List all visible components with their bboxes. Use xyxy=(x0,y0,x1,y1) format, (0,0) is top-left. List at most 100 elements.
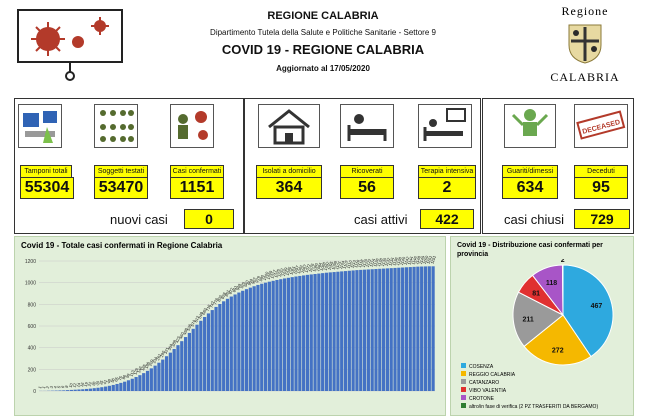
header-region: REGIONE CALABRIA xyxy=(267,10,379,22)
bar-value-label: 828 xyxy=(220,291,227,300)
logo-top-text: Regione xyxy=(561,4,609,18)
bar xyxy=(423,266,428,391)
bar-value-label: 1151 xyxy=(429,254,437,265)
bar-chart: 0200400600800100012001123456810121416192… xyxy=(25,254,437,395)
y-tick-label: 400 xyxy=(28,346,37,352)
bar-value-label: 1062 xyxy=(296,263,304,274)
confirmed-case-icon xyxy=(170,104,214,148)
legend-label: COSENZA xyxy=(469,364,494,370)
bar-value-label: 1076 xyxy=(307,262,315,273)
bar xyxy=(241,290,245,391)
virus-board-illustration xyxy=(14,6,126,84)
bar xyxy=(381,268,386,391)
bar-value-label: 423 xyxy=(174,335,181,344)
bar xyxy=(142,373,146,391)
bar xyxy=(286,277,291,391)
bar-value-label: 1142 xyxy=(403,255,411,266)
bar xyxy=(69,389,73,391)
bar xyxy=(84,388,89,391)
bar-value-label: 1124 xyxy=(368,257,376,268)
bar xyxy=(210,310,214,391)
bar-value-label: 30 xyxy=(94,379,100,386)
pie-legend: COSENZA REGGIO CALABRIA CATANZARO VIBO VALE… xyxy=(461,363,598,411)
bar xyxy=(225,298,230,391)
bar-value-label: 48 xyxy=(106,378,112,385)
bar xyxy=(233,294,237,391)
bar-value-label: 1000 xyxy=(262,270,270,281)
bar-value-label: 1130 xyxy=(380,256,388,267)
legend-swatch xyxy=(461,379,466,384)
hospital-bed-icon xyxy=(340,104,394,148)
bar-value-label: 1132 xyxy=(384,256,392,267)
bar xyxy=(183,337,188,391)
bar-value-label: 803 xyxy=(216,294,223,303)
bar-value-label: 460 xyxy=(178,331,185,340)
legend-label: CATANZARO xyxy=(469,380,500,386)
bar xyxy=(355,270,359,391)
pie-chart-panel: Covid 19 - Distribuzione casi confermati… xyxy=(450,236,634,416)
bar xyxy=(88,388,93,391)
bar-value-label: 1136 xyxy=(391,256,399,267)
pie-slice-label: 272 xyxy=(552,348,564,355)
bar xyxy=(119,382,123,391)
bar xyxy=(107,385,112,391)
legend-item: REGGIO CALABRIA xyxy=(461,371,598,379)
bar-value-label: 261 xyxy=(155,352,162,361)
legend-item: CROTONE xyxy=(461,395,598,403)
bar xyxy=(378,268,382,391)
bar-value-label: 1067 xyxy=(300,263,308,274)
bar-value-label: 56 xyxy=(109,377,115,384)
bar-value-label: 321 xyxy=(163,346,170,355)
y-tick-label: 1200 xyxy=(25,259,36,265)
bar-value-label: 1110 xyxy=(346,259,354,269)
bar-value-label: 1051 xyxy=(288,265,296,276)
casi-attivi-label: casi attivi xyxy=(354,212,408,227)
bar xyxy=(176,345,180,391)
bar-value-label: 3 xyxy=(49,384,55,389)
bar-value-label: 99 xyxy=(125,372,131,379)
bar xyxy=(214,306,218,391)
legend-swatch xyxy=(461,371,466,376)
isolati-value: 364 xyxy=(256,177,322,199)
bar xyxy=(420,266,424,391)
bar xyxy=(199,320,203,391)
bar xyxy=(389,268,393,391)
bar xyxy=(328,272,332,391)
bar xyxy=(77,389,81,391)
bar xyxy=(96,387,100,391)
bar-value-label: 1098 xyxy=(330,260,338,271)
bar-value-label: 1104 xyxy=(338,259,346,270)
bar-value-label: 22 xyxy=(87,380,93,387)
pie-chart: 467 272 211 81 118 2 xyxy=(512,259,614,366)
bar-value-label: 1120 xyxy=(361,257,369,268)
pie-slice xyxy=(523,314,592,366)
nuovi-casi-value: 0 xyxy=(184,209,234,229)
y-tick-label: 1000 xyxy=(25,281,36,287)
bar xyxy=(347,270,351,391)
bar xyxy=(123,381,127,391)
bar-value-label: 574 xyxy=(189,318,196,327)
bar xyxy=(305,274,310,391)
logo-bottom-text: CALABRIA xyxy=(550,70,620,84)
legend-swatch xyxy=(461,395,466,400)
bar xyxy=(237,292,241,391)
bar xyxy=(65,390,70,391)
pie-chart-title: Covid 19 - Distribuzione casi confermati… xyxy=(457,242,603,258)
bar xyxy=(252,286,256,391)
confermati-value: 1151 xyxy=(170,177,224,199)
bar-value-label: 86 xyxy=(121,373,127,380)
bar xyxy=(260,283,264,391)
coat-of-arms-icon xyxy=(568,24,602,64)
bar-value-label: 1045 xyxy=(285,265,293,276)
bar xyxy=(271,280,275,391)
pie-slice-label: 81 xyxy=(532,291,540,298)
intensive-care-icon xyxy=(418,104,472,148)
bar xyxy=(298,275,302,391)
bar xyxy=(180,341,184,391)
recovered-icon xyxy=(504,104,556,148)
y-tick-label: 0 xyxy=(33,389,36,395)
bar xyxy=(115,383,119,391)
y-tick-label: 600 xyxy=(28,324,37,330)
bar-value-label: 1095 xyxy=(327,260,335,271)
bar-value-label: 14 xyxy=(75,381,81,388)
